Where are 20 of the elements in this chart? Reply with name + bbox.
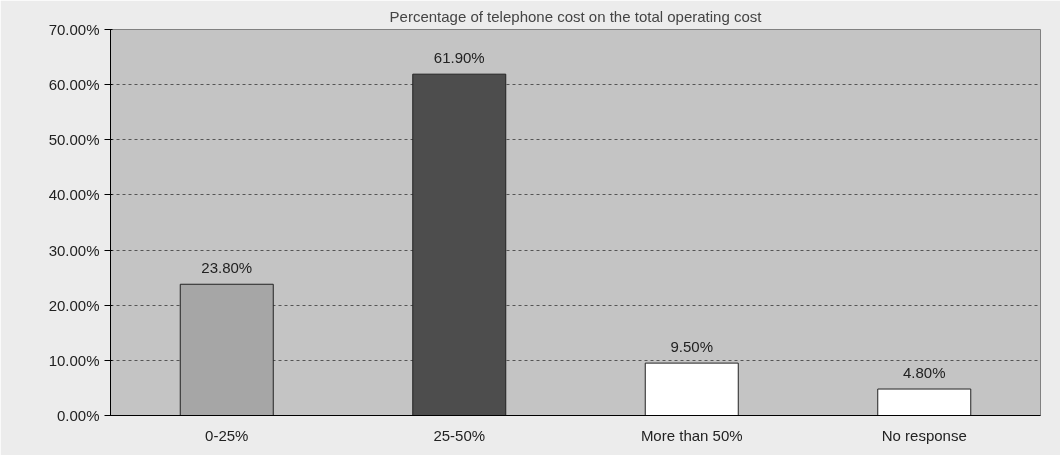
chart-title: Percentage of telephone cost on the total operating cost (389, 7, 763, 25)
y-tick-label: 50.00% (48, 131, 100, 149)
y-tick-label: 20.00% (48, 296, 100, 314)
x-tick-label: No response (881, 426, 967, 444)
x-tick-label: 25-50% (433, 426, 486, 444)
y-tick-label: 10.00% (48, 351, 100, 369)
y-tick-label: 60.00% (48, 76, 100, 94)
data-label: 9.50% (670, 338, 714, 356)
data-label: 23.80% (201, 259, 253, 277)
data-label: 61.90% (433, 49, 485, 67)
bar (179, 283, 274, 416)
y-tick-label: 30.00% (48, 241, 100, 259)
x-tick-label: More than 50% (640, 426, 743, 444)
data-label: 4.80% (902, 364, 946, 382)
y-tick-label: 40.00% (48, 186, 100, 204)
y-tick-label: 70.00% (48, 21, 100, 38)
x-tick-label: 0-25% (205, 426, 249, 444)
bar (877, 388, 972, 416)
bar (644, 362, 739, 416)
y-tick-label: 0.00% (56, 407, 100, 424)
